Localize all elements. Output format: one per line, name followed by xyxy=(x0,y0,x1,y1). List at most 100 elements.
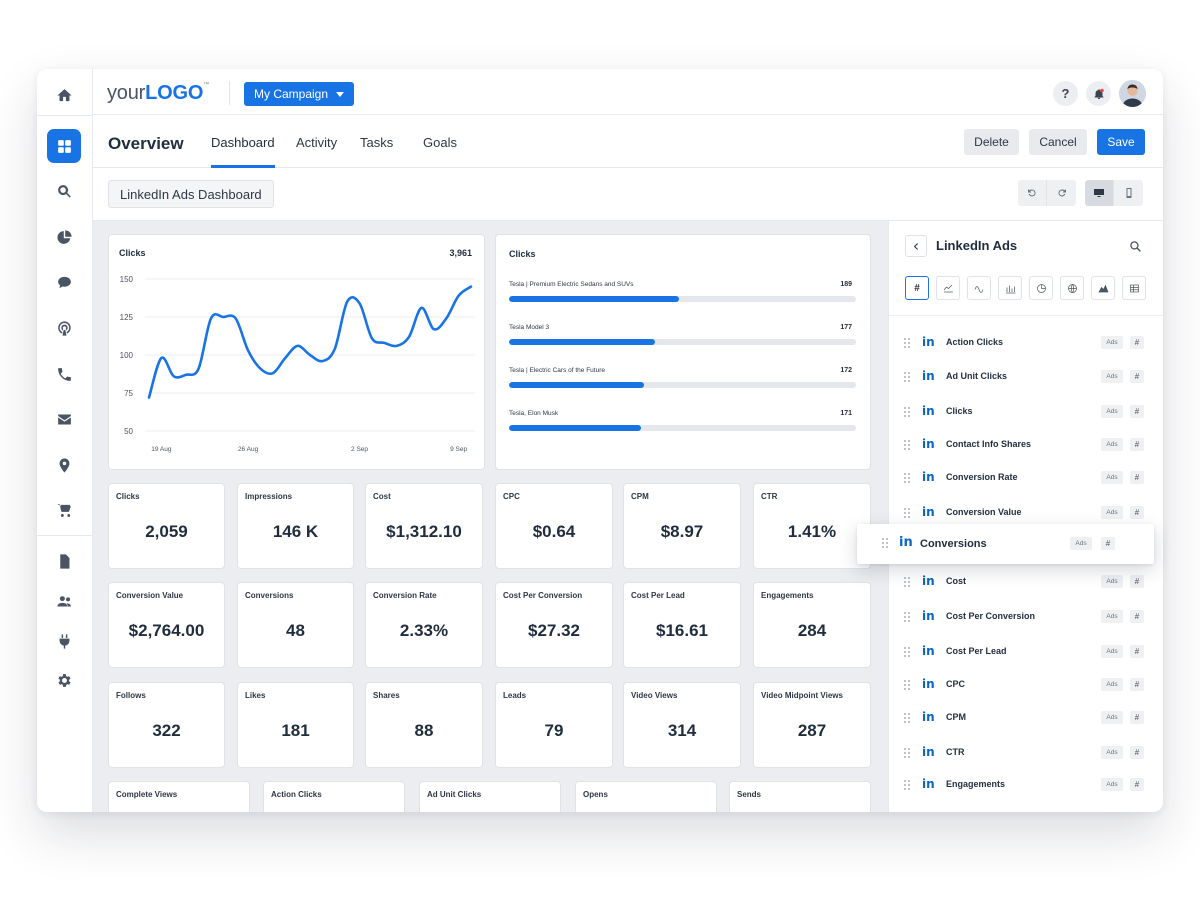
drag-handle-icon[interactable] xyxy=(904,713,910,724)
metric-card[interactable]: Opens xyxy=(575,781,717,812)
podcast-icon[interactable] xyxy=(47,311,81,345)
tab-activity[interactable]: Activity xyxy=(296,135,338,150)
metric-card[interactable]: Ad Unit Clicks xyxy=(419,781,561,812)
area-chart-viz-button[interactable] xyxy=(1091,276,1115,300)
notifications-button[interactable] xyxy=(1086,81,1111,106)
metric-list-item[interactable]: in CTR Ads # xyxy=(889,738,1163,768)
back-button[interactable] xyxy=(905,235,927,257)
bar-chart-widget[interactable]: Clicks Tesla | Premium Electric Sedans a… xyxy=(495,234,871,470)
drag-handle-icon[interactable] xyxy=(904,508,910,519)
drag-handle-icon[interactable] xyxy=(904,612,910,623)
sparkline-viz-button[interactable] xyxy=(967,276,991,300)
metric-card[interactable]: CTR 1.41% xyxy=(753,483,871,569)
metric-list-item[interactable]: in Conversion Rate Ads # xyxy=(889,463,1163,493)
plug-icon[interactable] xyxy=(47,624,81,658)
desktop-view-button[interactable] xyxy=(1085,180,1114,206)
number-viz-button[interactable]: # xyxy=(905,276,929,300)
home-icon[interactable] xyxy=(47,78,81,112)
drag-handle-icon[interactable] xyxy=(904,780,910,791)
document-icon[interactable] xyxy=(47,544,81,578)
dashboard-name-field[interactable]: LinkedIn Ads Dashboard xyxy=(108,180,274,208)
metric-card[interactable]: Video Midpoint Views 287 xyxy=(753,682,871,768)
metric-card[interactable]: Cost Per Conversion $27.32 xyxy=(495,582,613,668)
line-chart-widget[interactable]: Clicks 3,961 150 125 100 75 50 19 Aug 26 Aug 2 … xyxy=(108,234,485,470)
pie-chart-icon xyxy=(1036,283,1046,293)
undo-button[interactable] xyxy=(1018,180,1047,206)
brand-logo[interactable]: yourLOGO™ xyxy=(107,82,210,104)
metric-list-item[interactable]: in Action Clicks Ads # xyxy=(889,328,1163,358)
metric-card[interactable]: Conversions 48 xyxy=(237,582,354,668)
metric-card[interactable]: Cost $1,312.10 xyxy=(365,483,483,569)
metric-card[interactable]: Engagements 284 xyxy=(753,582,871,668)
metric-list-item[interactable]: in Conversion Value Ads # xyxy=(889,498,1163,528)
drag-handle-icon[interactable] xyxy=(904,577,910,588)
metric-card[interactable]: Shares 88 xyxy=(365,682,483,768)
line-chart-viz-button[interactable] xyxy=(936,276,960,300)
dragging-metric-card[interactable]: in Conversions Ads # xyxy=(857,524,1154,564)
metric-card[interactable]: CPM $8.97 xyxy=(623,483,741,569)
drag-handle-icon[interactable] xyxy=(904,407,910,418)
metric-list-item[interactable]: in CPC Ads # xyxy=(889,670,1163,700)
pie-chart-viz-button[interactable] xyxy=(1029,276,1053,300)
metric-card[interactable]: Video Views 314 xyxy=(623,682,741,768)
metric-list-item[interactable]: in Engagements Ads # xyxy=(889,770,1163,800)
metric-card[interactable]: Impressions 146 K xyxy=(237,483,354,569)
metric-list-item[interactable]: in Cost Ads # xyxy=(889,567,1163,597)
drag-handle-icon[interactable] xyxy=(904,473,910,484)
cart-icon[interactable] xyxy=(47,493,81,527)
delete-button[interactable]: Delete xyxy=(964,129,1019,155)
help-button[interactable]: ? xyxy=(1053,81,1078,106)
metric-card[interactable]: Cost Per Lead $16.61 xyxy=(623,582,741,668)
campaign-dropdown[interactable]: My Campaign xyxy=(244,82,355,106)
tab-dashboard[interactable]: Dashboard xyxy=(211,135,275,150)
metric-card[interactable]: Follows 322 xyxy=(108,682,225,768)
metric-list-item[interactable]: in Contact Info Shares Ads # xyxy=(889,430,1163,460)
metric-card[interactable]: Action Clicks xyxy=(263,781,405,812)
dashboard-icon[interactable] xyxy=(47,129,81,163)
bar-track xyxy=(509,425,856,431)
chat-icon[interactable] xyxy=(47,265,81,299)
metric-card[interactable]: Sends xyxy=(729,781,871,812)
panel-search-button[interactable] xyxy=(1129,240,1142,258)
user-avatar[interactable] xyxy=(1119,80,1146,107)
location-icon[interactable] xyxy=(47,448,81,482)
search-icon[interactable] xyxy=(47,174,81,208)
pie-chart-icon[interactable] xyxy=(47,220,81,254)
metric-name: Ad Unit Clicks xyxy=(946,371,1008,381)
settings-icon[interactable] xyxy=(47,663,81,697)
table-viz-button[interactable] xyxy=(1122,276,1146,300)
metric-list-item[interactable]: in Ad Unit Clicks Ads # xyxy=(889,362,1163,392)
users-icon[interactable] xyxy=(47,584,81,618)
bar-chart-viz-button[interactable] xyxy=(998,276,1022,300)
drag-handle-icon[interactable] xyxy=(882,538,888,549)
metric-list-item[interactable]: in Clicks Ads # xyxy=(889,397,1163,427)
drag-handle-icon[interactable] xyxy=(904,338,910,349)
mail-icon[interactable] xyxy=(47,402,81,436)
tab-tasks[interactable]: Tasks xyxy=(360,135,394,150)
metric-list-item[interactable]: in Cost Per Lead Ads # xyxy=(889,637,1163,667)
drag-handle-icon[interactable] xyxy=(904,680,910,691)
cancel-button[interactable]: Cancel xyxy=(1029,129,1087,155)
mobile-view-button[interactable] xyxy=(1114,180,1143,206)
metric-card[interactable]: Complete Views xyxy=(108,781,250,812)
metric-card[interactable]: CPC $0.64 xyxy=(495,483,613,569)
globe-viz-button[interactable] xyxy=(1060,276,1084,300)
metric-card[interactable]: Conversion Rate 2.33% xyxy=(365,582,483,668)
save-button[interactable]: Save xyxy=(1097,129,1145,155)
metric-card[interactable]: Conversion Value $2,764.00 xyxy=(108,582,225,668)
drag-handle-icon[interactable] xyxy=(904,647,910,658)
metric-card[interactable]: Clicks 2,059 xyxy=(108,483,225,569)
metric-value: 48 xyxy=(286,621,305,640)
metric-card[interactable]: Likes 181 xyxy=(237,682,354,768)
metric-card[interactable]: Leads 79 xyxy=(495,682,613,768)
metric-label: Clicks xyxy=(116,492,140,501)
redo-button[interactable] xyxy=(1047,180,1076,206)
drag-handle-icon[interactable] xyxy=(904,440,910,451)
metric-list-item[interactable]: in CPM Ads # xyxy=(889,703,1163,733)
phone-icon[interactable] xyxy=(47,357,81,391)
bar-fill xyxy=(509,382,645,388)
drag-handle-icon[interactable] xyxy=(904,748,910,759)
metric-list-item[interactable]: in Cost Per Conversion Ads # xyxy=(889,602,1163,632)
drag-handle-icon[interactable] xyxy=(904,372,910,383)
tab-goals[interactable]: Goals xyxy=(423,135,457,150)
